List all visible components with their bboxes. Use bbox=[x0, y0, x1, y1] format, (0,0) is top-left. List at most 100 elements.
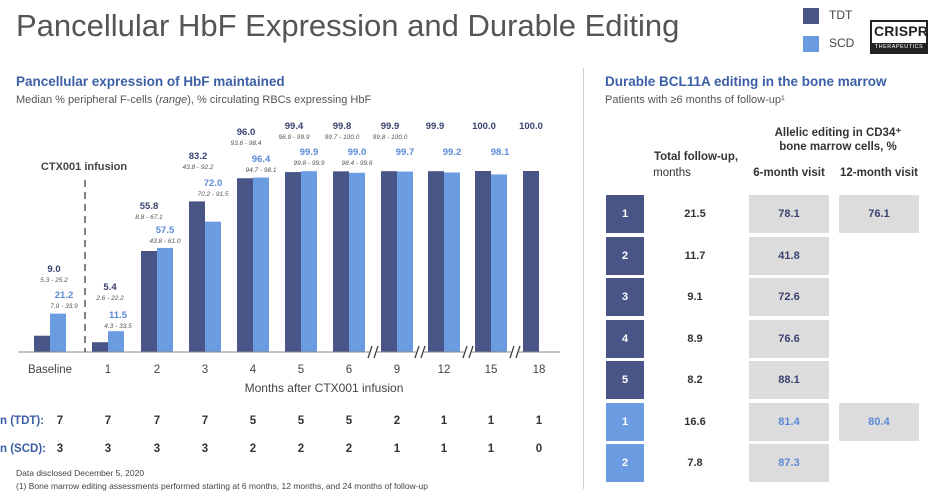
six-month-value: 78.1 bbox=[749, 195, 829, 233]
x-tick-label-1: 1 bbox=[105, 364, 111, 376]
x-tick-label-9: 15 bbox=[485, 364, 498, 376]
n-row-0-value-9: 1 bbox=[488, 415, 495, 427]
data-label-scd-6: 99.0 bbox=[348, 147, 367, 158]
range-label-tdt-1: 2.6 - 22.2 bbox=[95, 295, 124, 302]
patient-id-badge: 1 bbox=[606, 403, 644, 441]
axis-break-mark-a-1 bbox=[414, 345, 420, 359]
twelve-month-value: 80.4 bbox=[839, 403, 919, 441]
n-row-1-value-0: 3 bbox=[57, 443, 63, 455]
data-label-tdt-10: 100.0 bbox=[519, 121, 543, 132]
bar-tdt-7 bbox=[381, 171, 397, 352]
x-tick-label-3: 3 bbox=[202, 364, 208, 376]
axis-break-mark-b-3 bbox=[515, 345, 521, 359]
n-row-1-value-8: 1 bbox=[441, 443, 448, 455]
n-row-0-value-1: 7 bbox=[105, 415, 111, 427]
range-label-tdt-2: 8.8 - 67.1 bbox=[135, 214, 163, 221]
range-label-tdt-3: 43.8 - 92.2 bbox=[182, 164, 213, 171]
data-label-scd-3: 72.0 bbox=[204, 178, 223, 189]
data-label-scd-4: 96.4 bbox=[252, 154, 271, 165]
x-tick-label-5: 5 bbox=[298, 364, 304, 376]
company-logo: CRISPR THERAPEUTICS bbox=[870, 20, 928, 54]
n-row-0-value-3: 7 bbox=[202, 415, 208, 427]
range-label-scd-6: 98.4 - 99.6 bbox=[341, 160, 372, 167]
bar-scd-7 bbox=[397, 171, 413, 352]
followup-value: 16.6 bbox=[684, 416, 706, 428]
subtitle-italic: range bbox=[159, 94, 188, 106]
n-row-1-value-1: 3 bbox=[105, 443, 111, 455]
patient-id-badge: 2 bbox=[606, 237, 644, 275]
bar-scd-8 bbox=[444, 172, 460, 352]
followup-value: 21.5 bbox=[684, 208, 706, 220]
legend-swatch-tdt bbox=[803, 8, 819, 24]
data-label-scd-7: 99.7 bbox=[396, 147, 415, 158]
range-label-tdt-6: 99.7 - 100.0 bbox=[325, 134, 360, 141]
six-month-value: 72.6 bbox=[749, 278, 829, 316]
six-month-value: 76.6 bbox=[749, 320, 829, 358]
x-tick-label-8: 12 bbox=[438, 364, 451, 376]
range-label-scd-4: 94.7 - 98.1 bbox=[245, 167, 276, 174]
bar-scd-5 bbox=[301, 171, 317, 352]
subtitle-post: ), % circulating RBCs expressing HbF bbox=[187, 94, 372, 106]
bar-tdt-3 bbox=[189, 201, 205, 352]
n-row-0-value-10: 1 bbox=[536, 415, 543, 427]
six-month-value: 87.3 bbox=[749, 444, 829, 482]
bar-tdt-6 bbox=[333, 171, 349, 352]
data-label-tdt-6: 99.8 bbox=[333, 121, 352, 132]
table-col-followup-line1: Total follow-up, bbox=[653, 151, 739, 163]
axis-break-gap-1 bbox=[416, 343, 424, 361]
x-tick-label-2: 2 bbox=[154, 364, 160, 376]
axis-break-gap-2 bbox=[464, 343, 472, 361]
patient-id-badge: 2 bbox=[606, 444, 644, 482]
data-label-scd-8: 99.2 bbox=[443, 147, 462, 158]
data-label-tdt-8: 99.9 bbox=[426, 121, 445, 132]
n-row-1-value-5: 2 bbox=[298, 443, 304, 455]
range-label-scd-3: 70.2 - 91.5 bbox=[197, 191, 228, 198]
range-label-scd-0: 7.9 - 33.9 bbox=[50, 303, 78, 310]
table-col-followup-line2: months bbox=[653, 167, 691, 179]
right-section-title: Durable BCL11A editing in the bone marro… bbox=[605, 74, 887, 89]
n-row-label-0: n (TDT): bbox=[0, 415, 44, 427]
bar-tdt-5 bbox=[285, 172, 301, 352]
range-label-scd-2: 43.8 - 61.0 bbox=[149, 238, 180, 245]
data-label-tdt-5: 99.4 bbox=[285, 121, 304, 132]
n-row-0-value-5: 5 bbox=[298, 415, 305, 427]
patient-id-badge: 1 bbox=[606, 195, 644, 233]
n-row-0-value-6: 5 bbox=[346, 415, 353, 427]
x-axis-title: Months after CTX001 infusion bbox=[245, 381, 404, 395]
logo-text: CRISPR bbox=[874, 23, 929, 39]
n-row-0-value-7: 2 bbox=[394, 415, 400, 427]
x-tick-label-7: 9 bbox=[394, 364, 400, 376]
right-section-subtitle: Patients with ≥6 months of follow-up¹ bbox=[605, 94, 785, 106]
axis-break-mark-b-2 bbox=[468, 345, 474, 359]
table-col-12month: 12-month visit bbox=[840, 167, 918, 179]
twelve-month-value: 76.1 bbox=[839, 195, 919, 233]
x-tick-label-6: 6 bbox=[346, 364, 352, 376]
bar-tdt-9 bbox=[475, 171, 491, 352]
data-label-tdt-2: 55.8 bbox=[140, 201, 159, 212]
axis-break-mark-a-0 bbox=[367, 345, 373, 359]
page-title: Pancellular HbF Expression and Durable E… bbox=[16, 8, 680, 43]
table-group-header-line2: bone marrow cells, % bbox=[779, 141, 897, 153]
bar-scd-1 bbox=[108, 331, 124, 352]
logo-subtext: THERAPEUTICS bbox=[872, 43, 926, 52]
legend-label-scd: SCD bbox=[829, 36, 855, 51]
bar-tdt-4 bbox=[237, 178, 253, 352]
range-label-tdt-0: 5.3 - 25.2 bbox=[40, 277, 68, 284]
data-label-tdt-3: 83.2 bbox=[189, 151, 208, 162]
data-label-tdt-4: 96.0 bbox=[237, 127, 256, 138]
axis-break-gap-3 bbox=[511, 343, 519, 361]
n-row-label-1: n (SCD): bbox=[0, 443, 46, 455]
legend-item-scd: SCD bbox=[803, 36, 854, 52]
bar-scd-9 bbox=[491, 174, 507, 352]
legend-item-tdt: TDT bbox=[803, 8, 852, 24]
bar-scd-2 bbox=[157, 247, 173, 352]
range-label-tdt-5: 96.9 - 99.9 bbox=[278, 134, 309, 141]
infusion-annotation: CTX001 infusion bbox=[41, 161, 127, 173]
range-label-scd-1: 4.3 - 33.5 bbox=[104, 323, 132, 330]
n-row-1-value-10: 0 bbox=[536, 443, 542, 455]
axis-break-mark-a-2 bbox=[462, 345, 468, 359]
n-row-0-value-2: 7 bbox=[154, 415, 160, 427]
bar-scd-0 bbox=[50, 313, 66, 352]
followup-value: 9.1 bbox=[687, 291, 703, 303]
data-label-tdt-9: 100.0 bbox=[472, 121, 496, 132]
